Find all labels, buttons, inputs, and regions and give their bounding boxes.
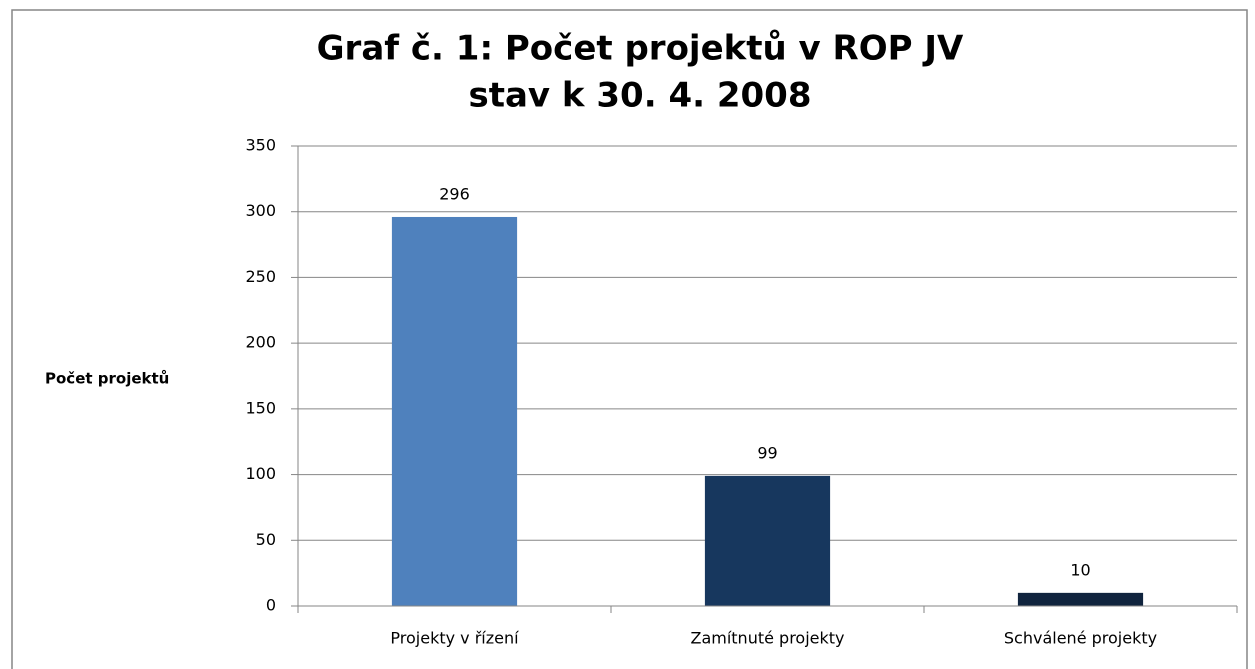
x-tick-label: Zamítnuté projekty xyxy=(690,629,844,648)
data-label: 10 xyxy=(1070,560,1090,579)
y-tick-label: 350 xyxy=(245,136,276,155)
y-tick-label: 200 xyxy=(245,333,276,352)
y-axis-label: Počet projektů xyxy=(45,370,169,388)
y-tick-label: 50 xyxy=(256,530,276,549)
data-label: 99 xyxy=(757,443,777,462)
chart-title: Graf č. 1: Počet projektů v ROP JV xyxy=(317,29,964,69)
data-label: 296 xyxy=(439,184,470,203)
y-tick-label: 100 xyxy=(245,464,276,483)
bar xyxy=(704,475,831,606)
bar xyxy=(1017,592,1144,606)
y-tick-label: 300 xyxy=(245,201,276,220)
x-tick-label: Projekty v řízení xyxy=(390,629,519,648)
bar xyxy=(391,216,518,606)
chart-frame xyxy=(11,9,1248,669)
y-tick-label: 150 xyxy=(245,398,276,417)
chart-subtitle: stav k 30. 4. 2008 xyxy=(469,76,812,116)
x-tick-label: Schválené projekty xyxy=(1004,629,1157,648)
y-tick-label: 250 xyxy=(245,267,276,286)
y-tick-label: 0 xyxy=(266,596,276,615)
